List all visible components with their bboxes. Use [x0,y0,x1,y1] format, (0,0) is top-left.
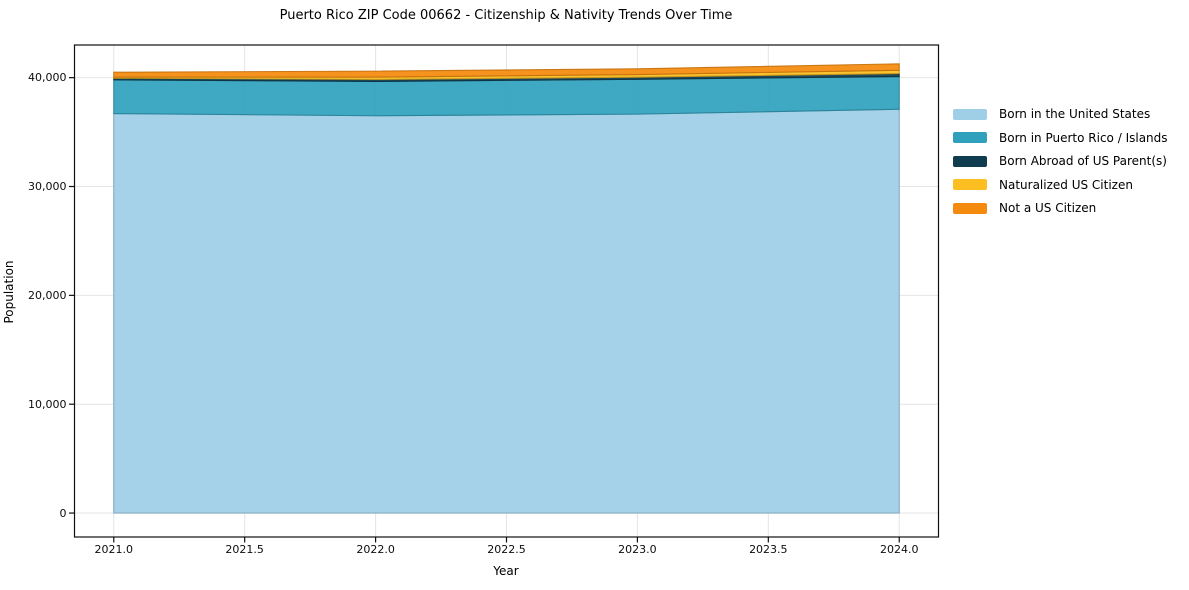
legend-item: Not a US Citizen [953,201,1096,215]
y-tick-label: 10,000 [28,397,67,411]
x-tick-label: 2021.0 [94,543,134,556]
x-tick-label: 2022.5 [487,543,526,556]
legend-swatch [953,108,987,120]
x-tick-label: 2023.5 [749,543,788,556]
y-tick-label: 20,000 [28,288,67,302]
y-tick-label: 30,000 [28,180,67,193]
y-tick-label: 40,000 [28,71,67,85]
legend-swatch [953,155,987,167]
legend-item: Born in Puerto Rico / Islands [953,131,1168,145]
y-tick-label: 0 [59,506,67,520]
legend-item: Born in the United States [953,107,1150,121]
legend-label: Born in Puerto Rico / Islands [999,130,1168,145]
legend-swatch [953,132,987,144]
legend-item: Naturalized US Citizen [953,178,1133,192]
area-series-0 [113,108,900,514]
legend-swatch [953,179,987,191]
x-axis-label: Year [493,564,519,578]
area-series-4 [113,63,900,78]
chart-title: Puerto Rico ZIP Code 00662 - Citizenship… [279,8,733,23]
x-tick-label: 2021.5 [225,543,264,556]
x-tick-label: 2022.0 [356,543,395,556]
area-series-1 [113,76,900,117]
legend-label: Born Abroad of US Parent(s) [999,154,1167,169]
legend-item: Born Abroad of US Parent(s) [953,154,1167,168]
y-axis-label: Population [2,260,16,324]
x-tick-label: 2024.0 [879,543,919,556]
legend-label: Naturalized US Citizen [999,177,1133,192]
x-tick-label: 2023.0 [618,543,657,556]
legend-label: Not a US Citizen [999,201,1097,216]
legend-label: Born in the United States [999,107,1151,121]
legend-swatch [953,202,987,214]
